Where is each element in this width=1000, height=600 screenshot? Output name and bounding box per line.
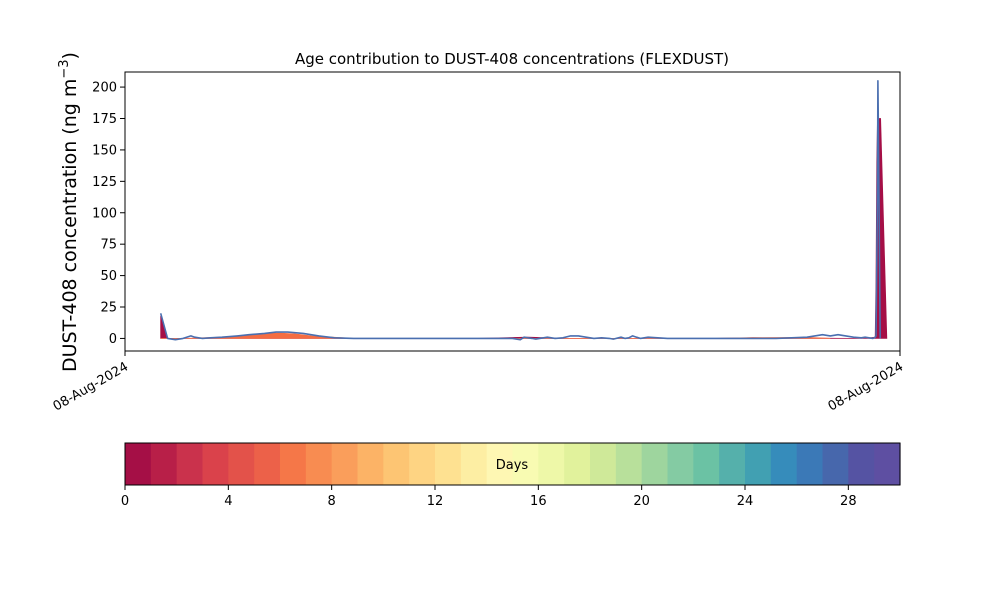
y-tick-label: 75 (100, 238, 117, 253)
plot-area (124, 71, 901, 352)
colorbar-ticks: 0 4 8 12 16 20 24 28 (121, 485, 857, 509)
colorbar-cell (383, 443, 410, 485)
colorbar-cell (280, 443, 307, 485)
y-tick-label: 100 (92, 206, 117, 221)
colorbar-cell (150, 443, 178, 485)
y-tick-label: 125 (92, 175, 117, 190)
colorbar-cell (667, 443, 694, 485)
plot-frame (124, 71, 901, 352)
colorbar-tick-label: 20 (633, 494, 650, 509)
y-tick-label: 150 (92, 143, 117, 158)
y-tick-label: 200 (92, 81, 117, 96)
colorbar-cell (693, 443, 720, 485)
colorbar-cell (357, 443, 384, 485)
y-tick-label: 0 (109, 332, 117, 347)
y-tick-label: 25 (100, 301, 117, 316)
colorbar-cell (460, 443, 488, 485)
colorbar-cell (125, 443, 152, 485)
series-area-0 (160, 118, 888, 339)
colorbar-cell (641, 443, 669, 485)
colorbar-cells (125, 443, 901, 485)
y-axis-label-sup: −3 (57, 59, 72, 78)
colorbar-tick-label: 16 (530, 494, 547, 509)
colorbar-cell (254, 443, 281, 485)
colorbar-cell (305, 443, 333, 485)
y-axis-label: DUST-408 concentration (ng m−3) (57, 52, 81, 372)
colorbar-cell (745, 443, 772, 485)
colorbar: Days 0 4 8 12 16 20 24 28 (121, 442, 901, 509)
colorbar-tick-label: 8 (328, 494, 336, 509)
x-tick-label: 08-Aug-2024 (826, 359, 906, 414)
y-axis-label-main: DUST-408 concentration (ng m (59, 79, 81, 372)
colorbar-cell (435, 443, 462, 485)
colorbar-label: Days (496, 458, 529, 473)
colorbar-cell (770, 443, 798, 485)
colorbar-cell (176, 443, 204, 485)
colorbar-cell (409, 443, 436, 485)
colorbar-tick-label: 0 (121, 494, 129, 509)
colorbar-cell (331, 443, 359, 485)
colorbar-cell (538, 443, 565, 485)
series-layer (159, 80, 888, 341)
colorbar-cell (228, 443, 255, 485)
colorbar-frame (124, 442, 901, 486)
colorbar-tick-label: 4 (224, 494, 232, 509)
colorbar-tick-label: 12 (427, 494, 444, 509)
y-axis: 0 25 50 75 100 125 150 175 200 (92, 81, 125, 347)
colorbar-cell (796, 443, 824, 485)
colorbar-cell (486, 443, 514, 485)
y-axis-label-close: ) (59, 52, 81, 59)
chart-title: Age contribution to DUST-408 concentrati… (295, 50, 729, 68)
colorbar-tick-label: 24 (737, 494, 754, 509)
x-axis: 08-Aug-2024 08-Aug-2024 (51, 351, 906, 415)
colorbar-cell (512, 443, 539, 485)
colorbar-cell (719, 443, 746, 485)
colorbar-cell (564, 443, 591, 485)
y-tick-label: 175 (92, 112, 117, 127)
colorbar-cell (615, 443, 643, 485)
colorbar-cell (822, 443, 849, 485)
colorbar-cell (874, 443, 901, 485)
colorbar-cell (202, 443, 229, 485)
colorbar-tick-label: 28 (840, 494, 857, 509)
y-tick-label: 50 (100, 269, 117, 284)
series-line-total (159, 80, 881, 341)
colorbar-cell (848, 443, 875, 485)
colorbar-cell (590, 443, 617, 485)
